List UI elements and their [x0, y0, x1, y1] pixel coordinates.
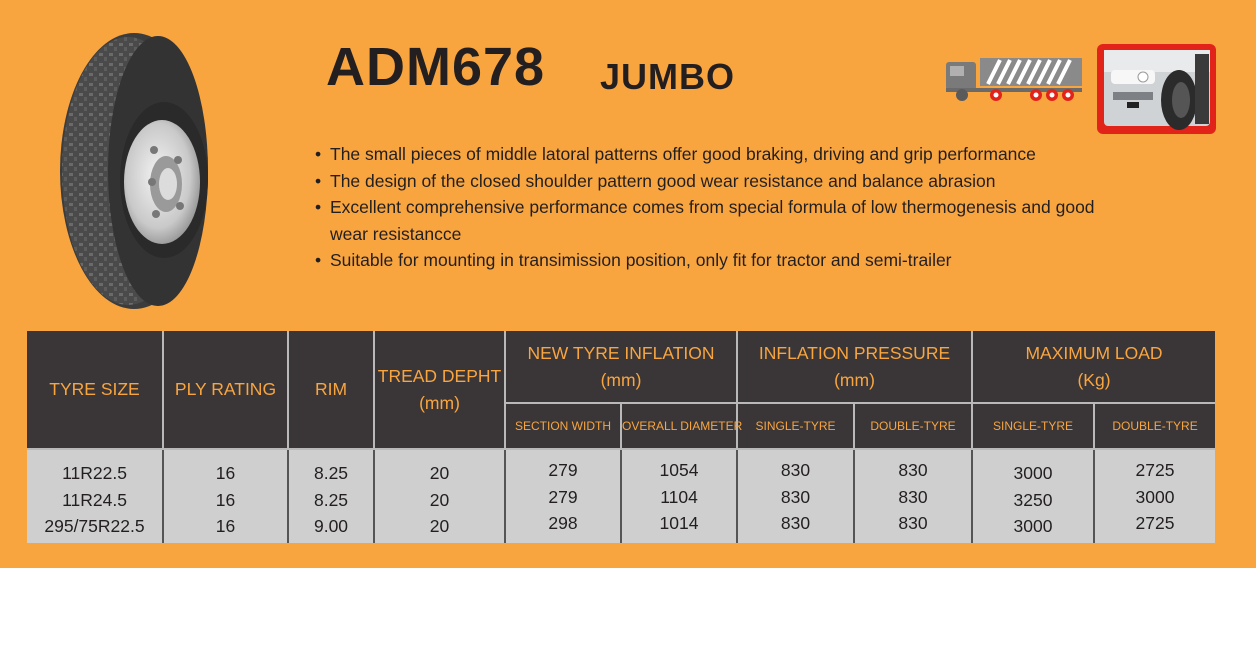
value: 3000 [1013, 516, 1053, 536]
cell-section-width: 279 279 298 [505, 449, 622, 543]
value: 3000 [1013, 463, 1053, 483]
feature-item: Suitable for mounting in transimission p… [314, 247, 1104, 274]
value: 8.25 [313, 463, 349, 483]
header-ply-rating: PLY RATING [163, 331, 289, 450]
truck-axle-icon [946, 58, 1082, 101]
value: 1054 [659, 460, 699, 480]
feature-list: The small pieces of middle latoral patte… [314, 141, 1104, 274]
header-maximum-load-label: MAXIMUM LOAD [1025, 342, 1163, 363]
header-maximum-load: MAXIMUM LOAD (Kg) [972, 331, 1216, 404]
header-overall-diameter: OVERALL DIAMETER [621, 403, 742, 450]
value: 295/75R22.5 [44, 516, 145, 536]
value: 3250 [1013, 489, 1053, 510]
value: 2725 [1135, 460, 1175, 480]
product-panel: ADM678 JUMBO The small pieces of midd [0, 0, 1256, 568]
header-new-tyre-inflation-label: NEW TYRE INFLATION [527, 342, 715, 363]
header-section-width: SECTION WIDTH [505, 403, 622, 450]
value: 16 [215, 489, 236, 510]
header-inflation-pressure: INFLATION PRESSURE (mm) [737, 331, 974, 404]
header-tread-depth: TREAD DEPHT (mm) [374, 331, 506, 450]
value: 11R22.5 [62, 463, 127, 483]
value: 279 [548, 460, 578, 480]
cell-overall-diameter: 1054 1104 1014 [621, 449, 739, 543]
header-pressure-double: DOUBLE-TYRE [854, 403, 974, 450]
value: 11R24.5 [62, 489, 127, 510]
header-load-single: SINGLE-TYRE [972, 403, 1096, 450]
header-new-tyre-inflation: NEW TYRE INFLATION (mm) [505, 331, 739, 404]
truck-wheel-photo [1097, 44, 1216, 134]
model-variant: JUMBO [600, 56, 736, 97]
value: 830 [780, 513, 811, 533]
model-name: ADM678 [326, 37, 546, 97]
header-load-double: DOUBLE-TYRE [1094, 403, 1216, 450]
value: 20 [429, 463, 450, 483]
header-tyre-size: TYRE SIZE [27, 331, 164, 450]
cell-pressure-single: 830 830 830 [737, 449, 856, 543]
value: 8.25 [313, 489, 349, 510]
header-tread-depth-unit: (mm) [419, 392, 460, 413]
tyre-image [60, 33, 208, 309]
value: 2725 [1135, 513, 1175, 533]
value: 3000 [1135, 486, 1175, 507]
value: 830 [898, 486, 928, 507]
cell-tyre-size: 11R22.5 11R24.5 295/75R22.5 [27, 449, 164, 543]
value: 20 [429, 489, 450, 510]
feature-item: The small pieces of middle latoral patte… [314, 141, 1104, 168]
header-inflation-pressure-unit: (mm) [834, 369, 875, 390]
cell-rim: 8.25 8.25 9.00 [288, 449, 375, 543]
value: 9.00 [313, 516, 349, 536]
feature-item: The design of the closed shoulder patter… [314, 168, 1104, 195]
header-tread-depth-label: TREAD DEPHT [377, 365, 502, 386]
value: 298 [548, 513, 578, 533]
header-pressure-single: SINGLE-TYRE [737, 403, 856, 450]
value: 830 [898, 460, 928, 480]
value: 830 [898, 513, 928, 533]
table-row: 11R22.5 11R24.5 295/75R22.5 16 16 16 8.2… [27, 449, 1216, 543]
value: 16 [215, 516, 236, 536]
header-rim: RIM [288, 331, 375, 450]
cell-load-double: 2725 3000 2725 [1094, 449, 1216, 543]
value: 1104 [660, 486, 698, 507]
cell-pressure-double: 830 830 830 [854, 449, 974, 543]
value: 1014 [659, 513, 699, 533]
value: 830 [780, 486, 811, 507]
cell-ply-rating: 16 16 16 [163, 449, 289, 543]
value: 16 [215, 463, 236, 483]
header-inflation-pressure-label: INFLATION PRESSURE [758, 342, 951, 363]
header-maximum-load-unit: (Kg) [1077, 369, 1111, 390]
header-new-tyre-inflation-unit: (mm) [600, 369, 642, 390]
cell-tread-depth: 20 20 20 [374, 449, 506, 543]
cell-load-single: 3000 3250 3000 [972, 449, 1096, 543]
value: 20 [429, 516, 450, 536]
feature-item: Excellent comprehensive performance come… [314, 194, 1104, 247]
value: 830 [780, 460, 811, 480]
spec-table: TYRE SIZE PLY RATING RIM TREAD DEPHT (mm… [27, 331, 1216, 543]
value: 279 [548, 486, 578, 507]
